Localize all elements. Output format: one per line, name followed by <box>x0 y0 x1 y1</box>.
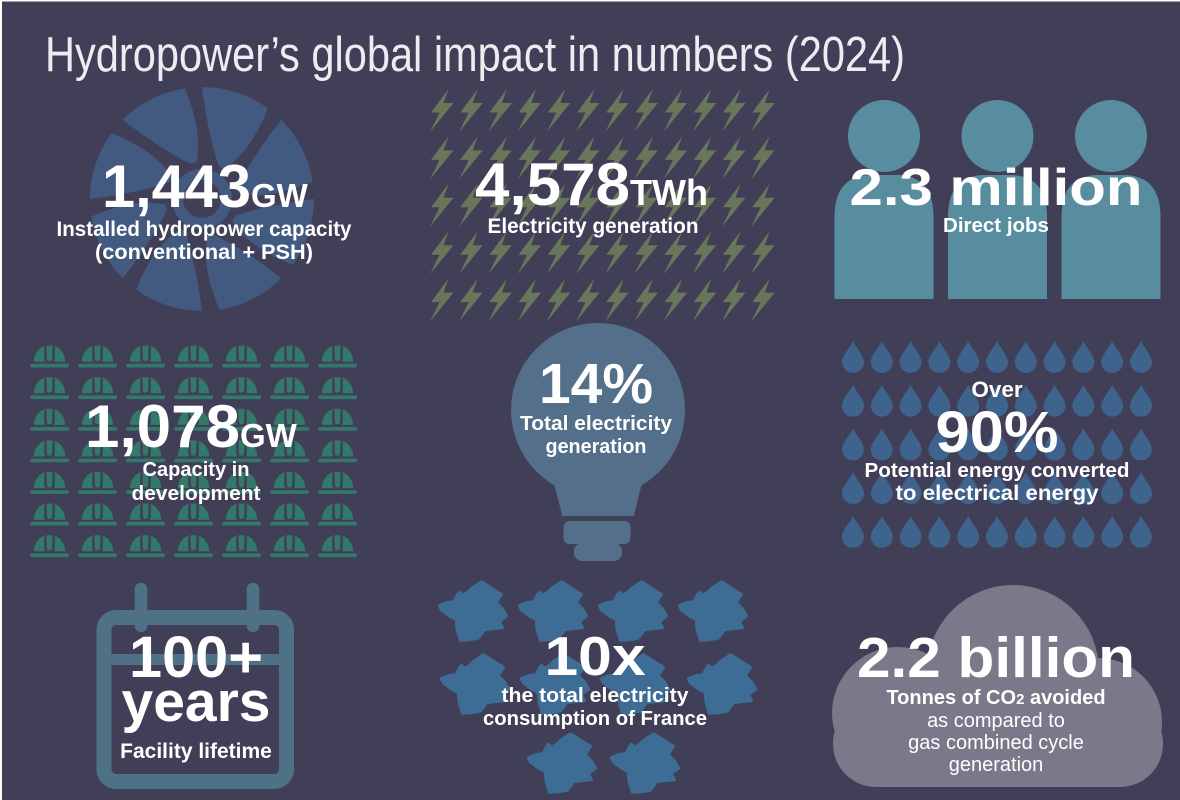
svg-text:90%: 90% <box>936 400 1059 465</box>
svg-text:14%: 14% <box>539 352 653 416</box>
svg-text:100+: 100+ <box>129 625 263 690</box>
svg-text:development: development <box>132 482 261 505</box>
svg-text:generation: generation <box>949 754 1044 776</box>
svg-text:as compared to: as compared to <box>927 710 1065 732</box>
svg-text:GW: GW <box>240 417 298 454</box>
svg-text:gas combined cycle: gas combined cycle <box>908 732 1084 754</box>
svg-text:2.2 billion: 2.2 billion <box>857 626 1135 690</box>
svg-text:Over: Over <box>971 377 1023 402</box>
svg-text:Electricity generation: Electricity generation <box>488 214 699 238</box>
svg-text:Hydropower’s global impact in: Hydropower’s global impact in numbers (2… <box>45 28 905 82</box>
svg-text:years: years <box>122 670 271 734</box>
svg-text:to electrical energy: to electrical energy <box>896 482 1099 505</box>
svg-text:Facility lifetime: Facility lifetime <box>120 740 272 763</box>
svg-text:consumption of France: consumption of France <box>483 707 707 730</box>
svg-text:the total electricity: the total electricity <box>502 684 690 707</box>
svg-text:Capacity in: Capacity in <box>143 458 250 481</box>
svg-text:Tonnes of CO2 avoided: Tonnes of CO2 avoided <box>886 687 1105 709</box>
svg-text:1,443: 1,443 <box>102 153 251 220</box>
svg-text:2.3 million: 2.3 million <box>850 159 1143 217</box>
svg-text:GW: GW <box>251 177 309 214</box>
svg-text:Potential energy converted: Potential energy converted <box>865 459 1130 482</box>
svg-text:generation: generation <box>546 435 647 458</box>
svg-text:Direct jobs: Direct jobs <box>943 214 1049 237</box>
svg-text:4,578: 4,578 <box>475 151 630 218</box>
svg-text:10x: 10x <box>545 625 646 687</box>
svg-text:(conventional + PSH): (conventional + PSH) <box>95 240 313 264</box>
svg-text:Installed hydropower capacity: Installed hydropower capacity <box>57 217 352 241</box>
svg-text:TWh: TWh <box>630 172 708 213</box>
svg-text:1,078: 1,078 <box>85 393 240 460</box>
svg-text:Total electricity: Total electricity <box>520 412 673 435</box>
